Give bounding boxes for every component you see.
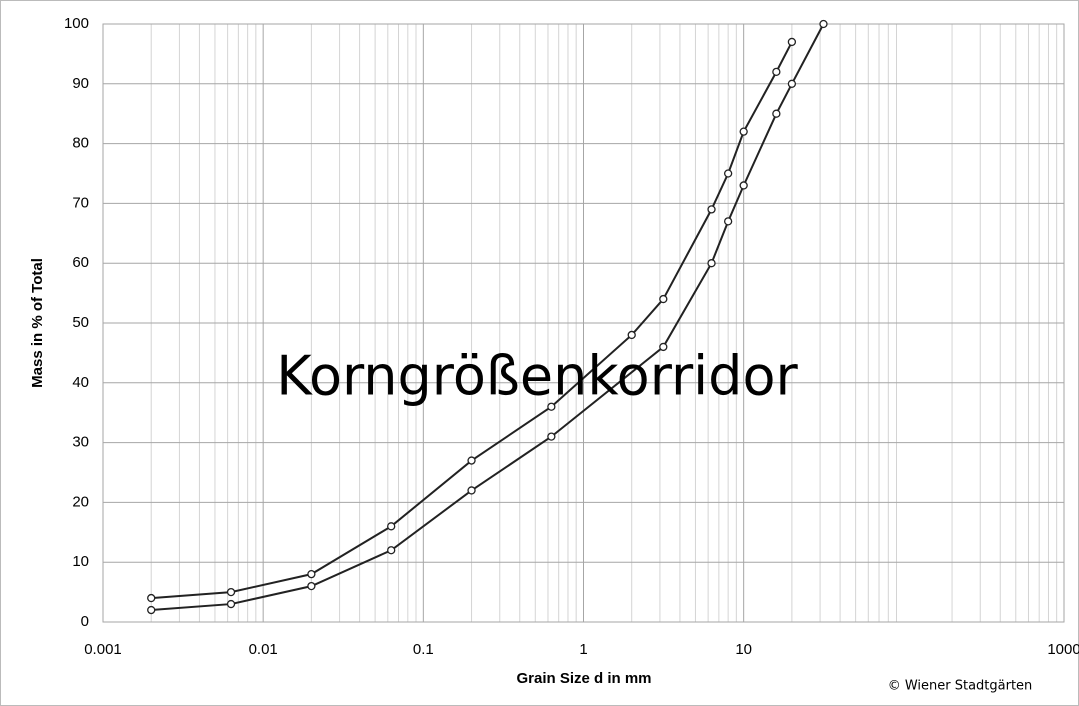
x-tick-label: 10 — [735, 641, 752, 658]
point-marker — [707, 259, 716, 268]
x-tick-label: 0.1 — [413, 641, 434, 658]
point-marker — [739, 127, 748, 136]
point-marker — [739, 181, 748, 190]
y-tick-label: 0 — [81, 613, 89, 630]
x-axis-title: Grain Size d in mm — [516, 670, 651, 687]
point-marker — [547, 402, 556, 411]
y-tick-label: 10 — [72, 553, 89, 570]
point-marker — [659, 342, 668, 352]
point-marker — [547, 432, 556, 441]
point-marker — [707, 205, 716, 214]
point-marker — [772, 67, 781, 76]
point-marker — [307, 570, 316, 579]
y-tick-label: 80 — [72, 135, 89, 152]
y-tick-label: 70 — [72, 194, 89, 211]
point-marker — [147, 593, 156, 603]
credit: © Wiener Stadtgärten — [888, 679, 1033, 694]
x-tick-label: 1000 — [1047, 641, 1079, 658]
point-marker — [147, 605, 156, 615]
annotation: Korngrößenkorridor — [276, 345, 798, 408]
y-tick-label: 30 — [72, 434, 89, 451]
point-marker — [307, 581, 316, 591]
point-marker — [226, 599, 236, 609]
y-tick-label: 40 — [72, 374, 89, 391]
point-marker — [723, 169, 733, 178]
y-tick-label: 60 — [72, 254, 89, 271]
point-marker — [627, 330, 636, 340]
point-marker — [387, 546, 396, 555]
point-marker — [387, 522, 396, 531]
plot-border — [102, 23, 1065, 623]
y-tick-label: 20 — [72, 493, 89, 510]
y-tick-label: 90 — [72, 75, 89, 92]
x-tick-label: 0.001 — [84, 641, 122, 658]
point-marker — [787, 79, 797, 88]
point-marker — [467, 486, 476, 495]
x-tick-label: 0.01 — [249, 641, 278, 658]
point-marker — [723, 217, 733, 226]
point-marker — [772, 109, 781, 118]
point-marker — [467, 456, 476, 465]
point-marker — [819, 19, 828, 29]
grid — [102, 23, 1065, 623]
x-tick-label: 1 — [579, 641, 587, 658]
point-marker — [659, 294, 668, 304]
point-marker — [787, 37, 797, 47]
y-tick-label: 100 — [64, 15, 89, 32]
y-tick-label: 50 — [72, 314, 89, 331]
plot — [147, 19, 828, 615]
y-axis-title: Mass in % of Total — [29, 258, 46, 388]
point-marker — [226, 587, 236, 597]
